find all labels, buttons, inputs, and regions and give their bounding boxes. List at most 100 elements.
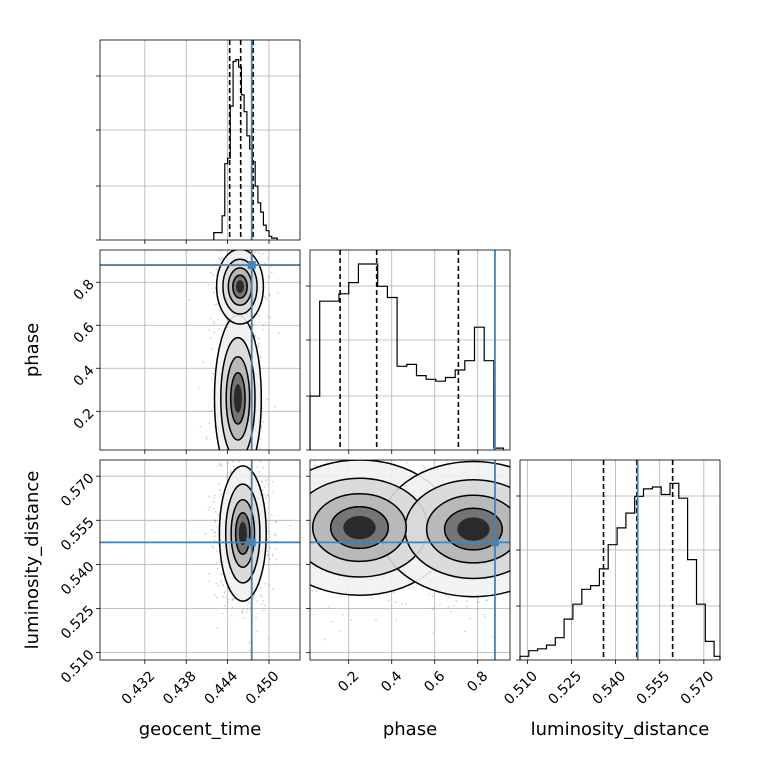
scatter-point xyxy=(266,398,269,401)
scatter-point xyxy=(208,580,211,583)
scatter-point xyxy=(229,471,232,474)
scatter-point xyxy=(465,605,468,608)
scatter-point xyxy=(221,189,223,191)
scatter-point xyxy=(213,322,216,325)
contour-level xyxy=(238,521,247,546)
scatter-point xyxy=(244,247,246,249)
scatter-point xyxy=(258,315,261,317)
y-axis-label-phase: phase xyxy=(22,323,43,377)
scatter-point xyxy=(276,292,279,294)
scatter-point xyxy=(324,638,326,641)
scatter-point xyxy=(242,209,244,211)
scatter-point xyxy=(236,221,238,223)
scatter-point xyxy=(272,490,275,493)
scatter-point xyxy=(259,247,261,249)
scatter-point xyxy=(242,608,245,611)
scatter-point xyxy=(268,533,271,535)
scatter-point xyxy=(252,454,254,456)
scatter-point xyxy=(241,610,243,613)
scatter-point xyxy=(260,426,263,429)
scatter-point xyxy=(259,465,261,467)
scatter-point xyxy=(231,599,234,602)
scatter-point xyxy=(241,241,243,243)
scatter-point xyxy=(231,233,233,235)
scatter-point xyxy=(240,230,242,232)
scatter-point xyxy=(241,612,244,614)
scatter-point xyxy=(262,253,264,255)
scatter-point xyxy=(226,474,228,477)
y-tick-label: 0.2 xyxy=(71,406,98,433)
x-tick-label: 0.540 xyxy=(590,668,630,708)
scatter-point xyxy=(243,463,245,465)
scatter-point xyxy=(424,467,427,470)
scatter-point xyxy=(212,496,215,499)
scatter-point xyxy=(219,469,221,471)
scatter-point xyxy=(208,240,210,242)
scatter-point xyxy=(266,538,269,541)
scatter-point xyxy=(265,478,268,481)
scatter-point xyxy=(265,448,267,450)
scatter-point xyxy=(244,457,246,459)
scatter-point xyxy=(475,445,477,447)
x-tick-label: 0.444 xyxy=(202,668,242,708)
scatter-point xyxy=(482,613,485,616)
scatter-point xyxy=(246,220,248,222)
scatter-point xyxy=(256,161,258,163)
scatter-point xyxy=(247,463,249,465)
truth-marker xyxy=(247,261,256,270)
scatter-point xyxy=(213,507,215,510)
scatter-point xyxy=(245,243,247,245)
scatter-point xyxy=(246,611,248,613)
scatter-point xyxy=(347,456,349,458)
scatter-point xyxy=(258,447,261,450)
scatter-point xyxy=(224,596,227,599)
scatter-point xyxy=(214,521,217,523)
scatter-point xyxy=(257,247,259,249)
scatter-point xyxy=(231,606,234,609)
scatter-point xyxy=(209,271,212,274)
scatter-point xyxy=(222,583,224,586)
scatter-point xyxy=(225,227,227,229)
scatter-point xyxy=(270,241,272,243)
scatter-point xyxy=(211,274,214,276)
scatter-point xyxy=(273,406,276,408)
scatter-point xyxy=(214,472,216,474)
contour-level xyxy=(233,384,242,413)
x-tick-label: 0.6 xyxy=(421,668,448,695)
scatter-point xyxy=(207,283,210,286)
scatter-point xyxy=(242,225,244,227)
scatter-point xyxy=(237,224,239,226)
scatter-point xyxy=(217,256,220,259)
scatter-point xyxy=(464,630,466,633)
scatter-point xyxy=(428,593,431,596)
scatter-point xyxy=(408,587,411,590)
hist-geocent_time-frame xyxy=(99,39,301,241)
scatter-point xyxy=(259,460,262,463)
scatter-point xyxy=(252,242,254,244)
scatter-point xyxy=(256,466,259,468)
scatter-point xyxy=(202,361,205,364)
scatter-point xyxy=(484,616,486,618)
scatter-point xyxy=(216,465,219,467)
scatter-point xyxy=(228,221,230,223)
y-tick-label: 0.555 xyxy=(58,515,98,555)
scatter-point xyxy=(253,597,255,600)
scatter-point xyxy=(233,463,235,465)
scatter-point xyxy=(382,440,384,442)
scatter-point xyxy=(210,409,213,411)
scatter-point xyxy=(257,345,259,348)
scatter-point xyxy=(221,256,224,259)
scatter-point xyxy=(220,493,223,496)
scatter-point xyxy=(248,451,250,453)
scatter-point xyxy=(431,608,434,611)
scatter-point xyxy=(218,463,221,465)
y-tick-label: 0.6 xyxy=(71,320,98,347)
scatter-point xyxy=(226,601,229,604)
scatter-point xyxy=(267,276,270,278)
scatter-point xyxy=(212,500,215,503)
scatter-point xyxy=(211,457,213,459)
scatter-point xyxy=(264,582,267,585)
scatter-point xyxy=(217,319,219,321)
scatter-point xyxy=(214,511,217,513)
scatter-point xyxy=(266,494,268,497)
